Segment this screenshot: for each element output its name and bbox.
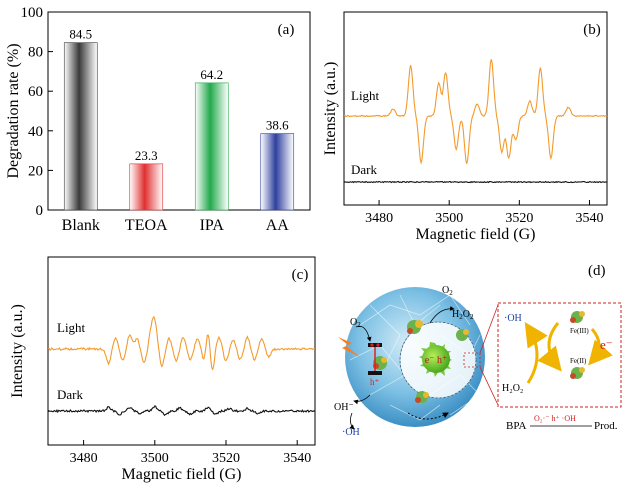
epr-chart-c: 3480 3500 3520 3540 Magnetic field (G) Intens… xyxy=(9,256,316,483)
o2-top-label: O2 xyxy=(442,285,453,297)
y-tick-label: 100 xyxy=(21,5,44,21)
o2-left-label: O2 xyxy=(350,317,361,329)
plot-frame xyxy=(343,11,608,206)
panel-label: (b) xyxy=(583,22,601,38)
bar-chart-a: 0 20 40 60 80 100 Degradation rate (%) 84.5 Blan… xyxy=(5,5,311,234)
band-diagram: h⁺ xyxy=(368,343,382,387)
y-tick-label: 40 xyxy=(28,124,43,140)
series-line-dark xyxy=(47,405,316,417)
series-label-dark: Dark xyxy=(351,162,377,177)
x-tick-label: 3500 xyxy=(435,211,463,226)
bar xyxy=(129,163,164,211)
series-label-dark: Dark xyxy=(57,387,83,402)
bpa-reaction: BPA O₂·⁻ h⁺ ·OH Prod. xyxy=(506,414,618,432)
x-tick-label: Blank xyxy=(62,217,100,234)
semiconductor-core: e⁻ h⁺ xyxy=(419,342,452,377)
inset-h2o2-label: H₂O₂ xyxy=(502,383,523,394)
oh-minus-label: OH⁻ xyxy=(334,402,354,413)
fe2-label: Fe(II) xyxy=(570,357,587,365)
series-line-light xyxy=(343,59,607,165)
panel-label-d: (d) xyxy=(588,263,606,279)
y-tick-label: 60 xyxy=(28,84,43,100)
y-axis-label: Intensity (a.u.) xyxy=(322,62,339,156)
plot-frame xyxy=(47,256,316,446)
series-label-light: Light xyxy=(351,88,380,103)
x-tick-label: 3520 xyxy=(505,211,533,226)
bar-value-label: 38.6 xyxy=(266,118,289,133)
x-tick-label: 3540 xyxy=(283,451,311,466)
x-axis-label: Magnetic field (G) xyxy=(122,466,242,483)
epr-chart-b: 3480 3500 3520 3540 Magnetic field (G) Intens… xyxy=(322,11,608,243)
panel-label-a: (a) xyxy=(278,22,295,38)
bpa-label: BPA xyxy=(506,420,526,432)
x-tick-label: IPA xyxy=(200,217,225,234)
bar xyxy=(63,42,98,211)
bar-value-label: 64.2 xyxy=(200,67,223,82)
x-axis-label: Magnetic field (G) xyxy=(416,226,536,243)
x-tick-label: TEOA xyxy=(125,217,168,234)
bar xyxy=(194,82,229,211)
x-tick-label: 3500 xyxy=(141,451,169,466)
y-tick-label: 0 xyxy=(36,203,44,219)
fe3-label: Fe(III) xyxy=(570,327,589,335)
y-axis-label: Intensity (a.u.) xyxy=(9,304,26,398)
reagents-label: O₂·⁻ h⁺ ·OH xyxy=(534,414,576,423)
electron-label: e⁻ xyxy=(600,337,613,352)
hole-label: h⁺ xyxy=(370,377,380,387)
x-tick-label: AA xyxy=(266,217,290,234)
bar xyxy=(260,133,295,211)
enzyme-icon xyxy=(373,320,469,403)
product-label: Prod. xyxy=(594,420,618,432)
bar-value-label: 84.5 xyxy=(69,27,92,42)
oh-radical-label: ·OH xyxy=(342,427,360,438)
series-label-light: Light xyxy=(57,320,86,335)
bar-value-label: 23.3 xyxy=(135,148,158,163)
mechanism-diagram: (d) e⁻ h⁺ h⁺ xyxy=(334,263,622,438)
y-axis-label: Degradation rate (%) xyxy=(5,43,22,178)
x-tick-label: 3480 xyxy=(70,451,98,466)
series-line-dark xyxy=(343,180,608,184)
y-tick-label: 80 xyxy=(28,45,43,61)
panel-label: (c) xyxy=(292,267,309,283)
y-tick-label: 20 xyxy=(28,163,43,179)
plot-frame xyxy=(47,11,311,211)
fe-cycle-inset: ·OH H₂O₂ Fe(III) Fe(II) e⁻ xyxy=(497,302,622,408)
x-tick-label: 3540 xyxy=(575,211,603,226)
inset-oh-label: ·OH xyxy=(504,313,522,324)
series-line-light xyxy=(47,315,316,371)
electron-hole-label: e⁻ h⁺ xyxy=(425,355,448,366)
x-tick-label: 3520 xyxy=(212,451,240,466)
x-tick-label: 3480 xyxy=(365,211,393,226)
h2o2-top-label: H2O2 xyxy=(452,309,474,321)
